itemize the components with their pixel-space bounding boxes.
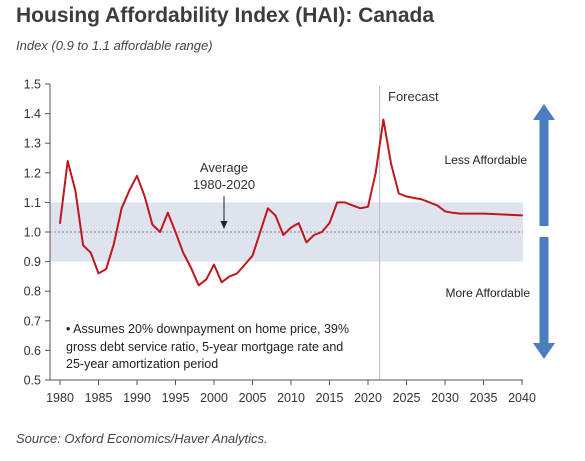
affordability-direction-arrows bbox=[533, 104, 555, 359]
y-tick-label: 1.1 bbox=[24, 196, 41, 210]
y-tick-label: 1.3 bbox=[24, 137, 41, 151]
x-tick-label: 2020 bbox=[354, 391, 382, 405]
assumptions-note-line1: • Assumes 20% downpayment on home price,… bbox=[66, 322, 349, 336]
assumptions-note-line2: gross debt service ratio, 5-year mortgag… bbox=[66, 340, 343, 354]
more-affordable-label: More Affordable bbox=[446, 286, 531, 300]
x-tick-label: 1995 bbox=[162, 391, 190, 405]
less-affordable-arrow bbox=[533, 104, 555, 226]
x-tick-label: 1980 bbox=[46, 391, 74, 405]
x-tick-label: 2025 bbox=[393, 391, 421, 405]
hai-line-chart: 0.50.60.70.80.91.01.11.21.31.41.5 1980 19… bbox=[24, 78, 555, 405]
assumptions-note-line3: 25-year amortization period bbox=[66, 357, 218, 371]
x-tick-label: 2015 bbox=[316, 391, 344, 405]
y-tick-label: 0.8 bbox=[24, 285, 41, 299]
y-tick-label: 0.7 bbox=[24, 314, 41, 328]
y-tick-label: 0.6 bbox=[24, 344, 41, 358]
chart-title: Housing Affordability Index (HAI): Canad… bbox=[16, 4, 435, 27]
y-axis-ticks: 0.5 0.6 0.7 0.8 0.9 1.0 1.1 1.2 1.3 1.4 1.5 bbox=[24, 78, 50, 388]
x-tick-label: 2040 bbox=[508, 391, 536, 405]
x-axis-ticks: 1980 1985 1990 1995 2000 2005 2010 2015 2020 2025… bbox=[46, 380, 536, 405]
y-tick-label: 0.9 bbox=[24, 255, 41, 269]
average-annotation-line1: Average bbox=[200, 160, 248, 175]
more-affordable-arrow bbox=[533, 237, 555, 359]
assumptions-note: • Assumes 20% downpayment on home price,… bbox=[66, 322, 349, 371]
forecast-annotation: Forecast bbox=[388, 89, 439, 104]
chart-subtitle: Index (0.9 to 1.1 affordable range) bbox=[16, 38, 213, 53]
x-tick-label: 2005 bbox=[239, 391, 267, 405]
y-tick-label: 1.4 bbox=[24, 107, 41, 121]
hai-series-line bbox=[59, 118, 523, 287]
y-tick-label: 0.5 bbox=[24, 374, 41, 388]
x-tick-label: 2010 bbox=[277, 391, 305, 405]
x-tick-label: 1990 bbox=[123, 391, 151, 405]
y-tick-label: 1.2 bbox=[24, 166, 41, 180]
source-note: Source: Oxford Economics/Haver Analytics… bbox=[16, 431, 268, 446]
average-annotation-line2: 1980-2020 bbox=[193, 177, 255, 192]
less-affordable-label: Less Affordable bbox=[444, 153, 527, 167]
x-tick-label: 2030 bbox=[431, 391, 459, 405]
y-tick-label: 1.5 bbox=[24, 78, 41, 92]
x-tick-label: 2000 bbox=[200, 391, 228, 405]
average-pointer-arrowhead bbox=[220, 221, 228, 229]
x-tick-label: 1985 bbox=[85, 391, 113, 405]
y-tick-label: 1.0 bbox=[24, 226, 41, 240]
x-tick-label: 2035 bbox=[470, 391, 498, 405]
